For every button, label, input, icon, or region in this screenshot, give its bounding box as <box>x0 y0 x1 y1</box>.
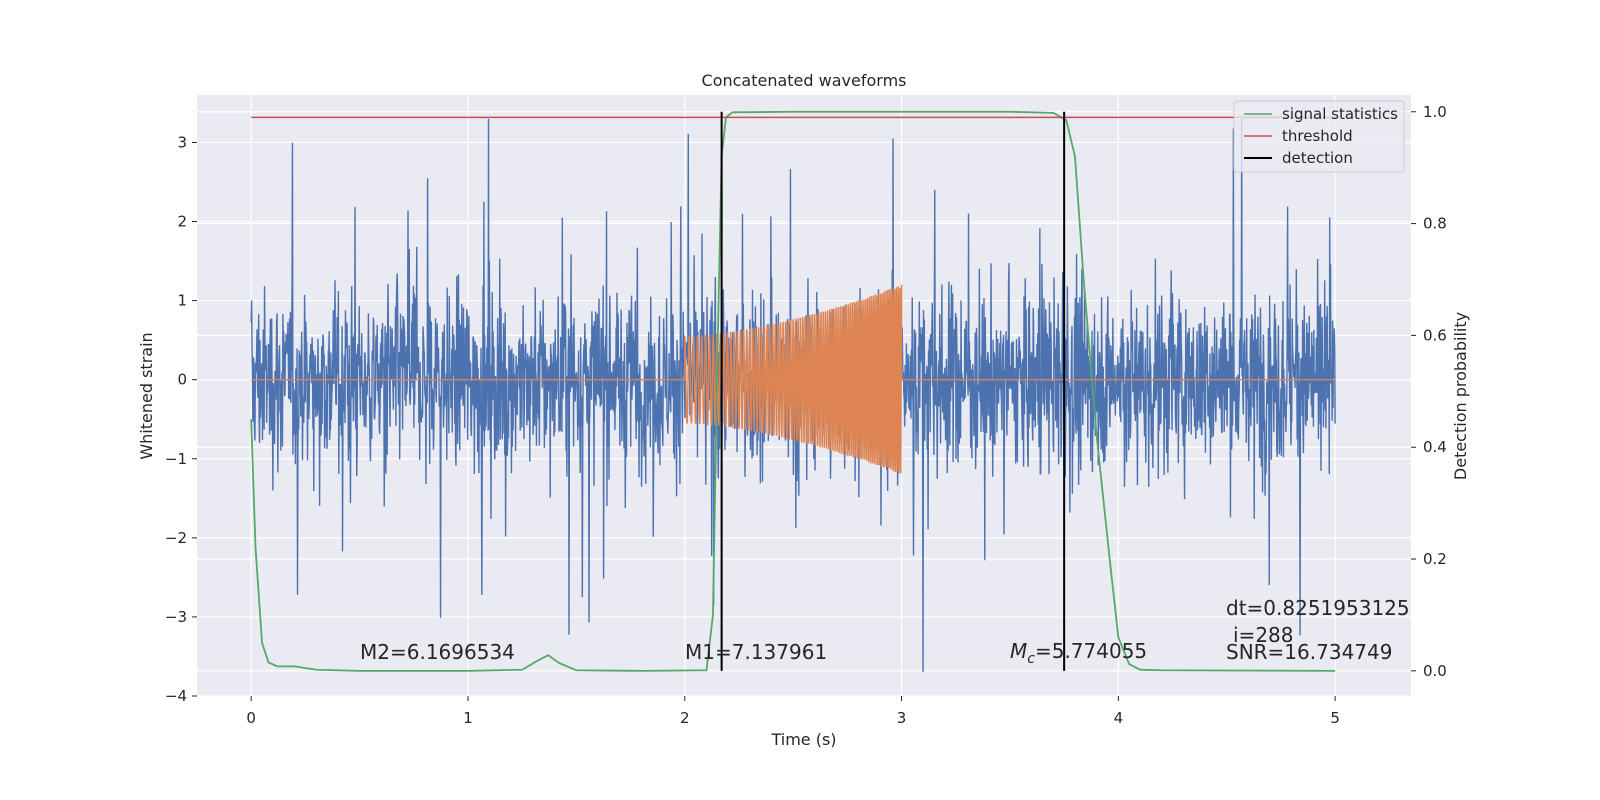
y-tick-label: −2 <box>165 529 187 547</box>
detection-probability-layer <box>250 110 1336 672</box>
annotation-i: i=288 <box>1233 623 1294 647</box>
x-tick-label: 3 <box>897 709 907 727</box>
legend: signal statistics threshold detection <box>1233 100 1405 173</box>
whitened-strain-line <box>250 118 1336 673</box>
annotation-m2: M2=6.1696534 <box>360 640 515 664</box>
y2-tick-label: 0.6 <box>1423 326 1447 344</box>
annotation-m1: M1=7.137961 <box>685 640 827 664</box>
y-tick-label: −4 <box>165 687 187 705</box>
y2-tick-label: 0.0 <box>1423 662 1447 680</box>
signal-statistics-line <box>250 110 1336 672</box>
y-axis-label: Whitened strain <box>137 332 156 459</box>
annotation-mc-subscript: c <box>1027 651 1035 667</box>
y-tick-label: 2 <box>177 213 187 231</box>
y2-tick-label: 0.4 <box>1423 438 1447 456</box>
y2-tick-label: 0.2 <box>1423 550 1447 568</box>
y-tick-label: −1 <box>165 450 187 468</box>
annotation-dt: dt=0.8251953125 <box>1226 596 1410 620</box>
y-tick-label: −3 <box>165 608 187 626</box>
y2-tick-label: 0.8 <box>1423 215 1447 233</box>
axes: 0 1 2 3 4 5 3 2 1 0 −1 −2 −3 −4 1.0 0.8 0.6 0.4 0.2 0.0 <box>165 103 1447 727</box>
x-tick-label: 0 <box>246 709 256 727</box>
y-tick-label: 1 <box>177 292 187 310</box>
x-axis-label: Time (s) <box>770 730 836 749</box>
legend-label-signal-statistics: signal statistics <box>1282 105 1398 123</box>
x-tick-label: 5 <box>1330 709 1340 727</box>
annotation-mc-value: =5.774055 <box>1035 639 1147 663</box>
legend-box <box>1233 100 1405 173</box>
y-tick-label: 0 <box>177 371 187 389</box>
legend-label-detection: detection <box>1282 149 1353 167</box>
annotation-mc: Mc=5.774055 <box>1010 639 1147 667</box>
x-tick-label: 4 <box>1114 709 1124 727</box>
y2-axis-label: Detection probability <box>1451 312 1470 480</box>
annotation-mc-symbol: M <box>1010 639 1027 663</box>
y-tick-label: 3 <box>177 133 187 151</box>
x-tick-label: 2 <box>680 709 690 727</box>
legend-label-threshold: threshold <box>1282 127 1353 145</box>
whitened-strain-series <box>250 118 1336 673</box>
y2-tick-label: 1.0 <box>1423 103 1447 121</box>
annotation-snr: SNR=16.734749 <box>1226 640 1392 664</box>
chart-title: Concatenated waveforms <box>702 71 907 90</box>
x-tick-label: 1 <box>463 709 473 727</box>
